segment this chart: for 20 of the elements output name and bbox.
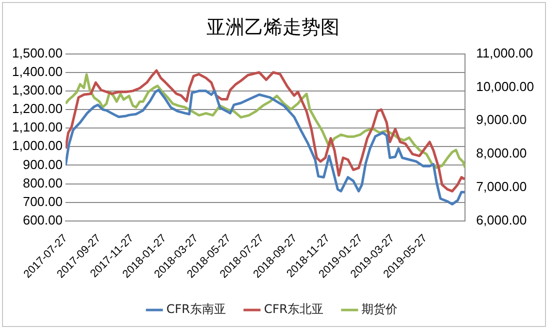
legend-label: CFR东南亚	[166, 302, 226, 316]
chart-title: 亚洲乙烯走势图	[206, 16, 340, 38]
y-tick-label: 1,400.00	[12, 64, 63, 79]
y2-tick-label: 10,000.00	[476, 78, 534, 94]
legend-label: CFR东北亚	[264, 302, 324, 316]
y-tick-label: 1,500.00	[12, 45, 63, 60]
y-tick-label: 600.00	[22, 212, 63, 228]
legend-label: 期货价	[362, 302, 398, 316]
y2-tick-label: 11,000.00	[476, 45, 534, 60]
y-tick-label: 1,000.00	[12, 138, 63, 154]
y-tick-label: 1,200.00	[12, 101, 63, 116]
y-tick-label: 700.00	[22, 194, 63, 209]
y2-tick-label: 6,000.00	[476, 212, 527, 228]
y-tick-label: 1,100.00	[12, 120, 63, 135]
y2-tick-label: 9,000.00	[476, 112, 527, 128]
y2-tick-label: 7,000.00	[476, 179, 527, 194]
y-tick-label: 800.00	[22, 175, 63, 190]
y-tick-label: 900.00	[22, 156, 63, 172]
y2-tick-label: 8,000.00	[476, 146, 527, 161]
y-tick-label: 1,300.00	[12, 82, 63, 98]
